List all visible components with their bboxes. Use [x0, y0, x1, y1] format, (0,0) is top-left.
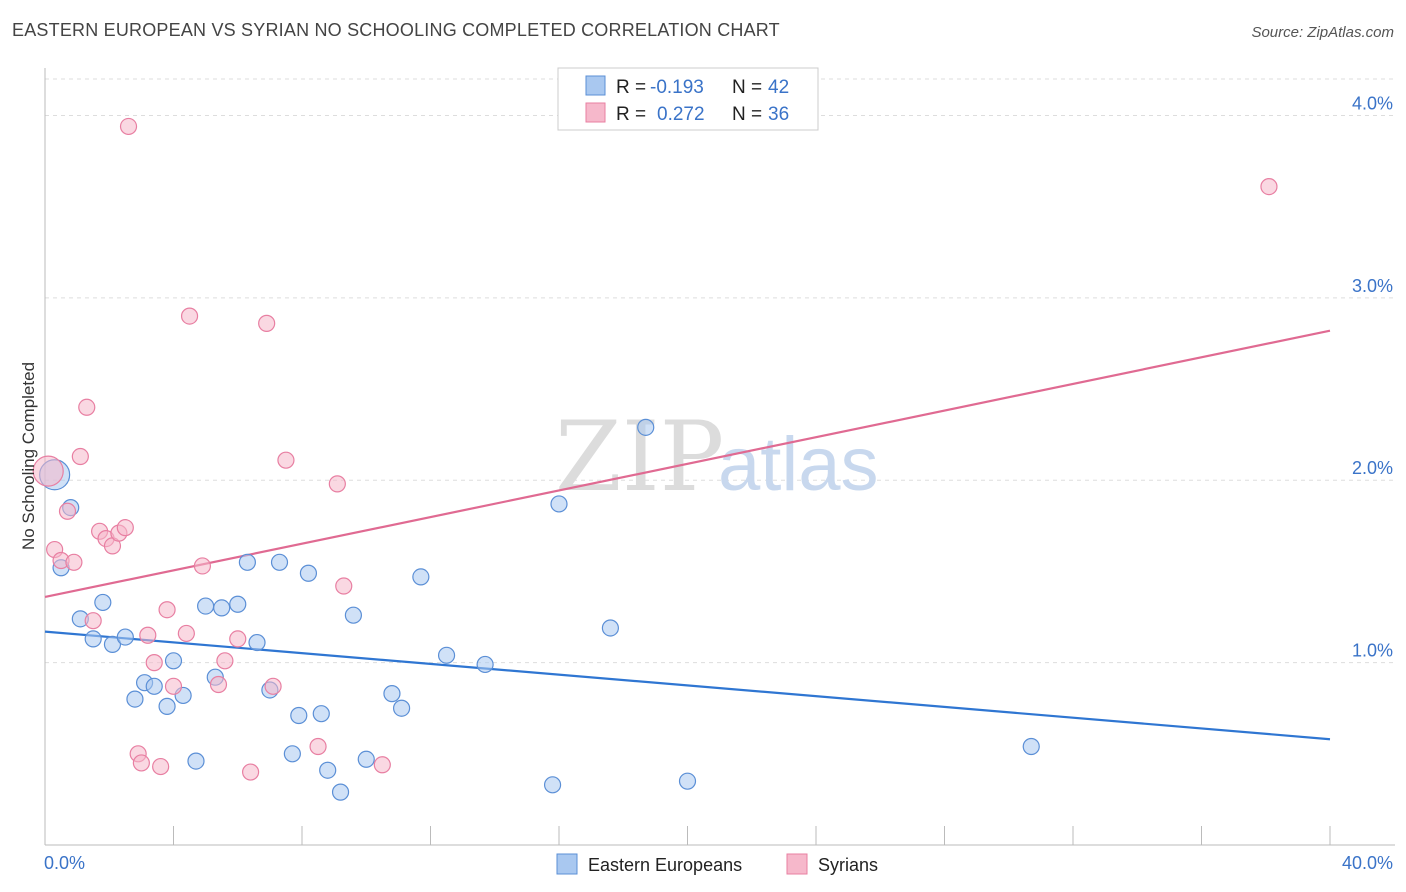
legend-r-value-pink: 0.272	[657, 104, 705, 125]
data-point-eastern-europeans	[319, 761, 337, 779]
data-point-syrians	[78, 398, 96, 416]
data-point-eastern-europeans	[543, 776, 562, 794]
data-point-eastern-europeans	[550, 495, 568, 513]
series-legend-swatch-blue	[556, 853, 578, 875]
y-tick-label: 1.0%	[1352, 641, 1393, 661]
data-point-eastern-europeans	[158, 697, 176, 715]
stats-legend: R = -0.193 N = 42 R = 0.272 N = 36	[557, 67, 819, 131]
data-point-syrians	[373, 756, 391, 774]
data-point-syrians	[116, 519, 134, 537]
data-point-eastern-europeans	[331, 783, 350, 801]
axes	[44, 68, 1395, 846]
data-point-syrians	[132, 754, 150, 772]
trend-line-syrians	[44, 329, 1331, 599]
trend-lines	[44, 329, 1331, 741]
series-legend-swatch-pink	[786, 853, 808, 875]
data-point-eastern-europeans	[270, 553, 289, 571]
tick-labels: 1.0% 2.0% 3.0% 4.0% 0.0% 40.0%	[44, 93, 1393, 873]
data-point-eastern-europeans	[229, 595, 247, 613]
legend-n-label-pink: N =	[732, 104, 762, 125]
data-point-syrians	[335, 577, 353, 595]
data-point-syrians	[32, 455, 64, 487]
data-point-eastern-europeans	[344, 606, 362, 624]
data-point-eastern-europeans	[126, 690, 144, 708]
y-tick-label: 3.0%	[1352, 276, 1393, 296]
data-point-eastern-europeans	[187, 752, 205, 770]
data-point-syrians	[71, 447, 89, 466]
data-point-eastern-europeans	[637, 418, 655, 436]
data-point-eastern-europeans	[601, 619, 620, 637]
legend-n-value-pink: 36	[768, 104, 789, 125]
data-point-syrians	[1260, 178, 1278, 196]
data-point-eastern-europeans	[164, 652, 183, 670]
data-point-eastern-europeans	[383, 685, 401, 703]
data-points	[32, 117, 1278, 801]
watermark-atlas: atlas	[718, 422, 879, 507]
data-point-syrians	[152, 757, 170, 776]
data-point-syrians	[164, 677, 183, 695]
y-tick-label: 4.0%	[1352, 93, 1393, 113]
gridlines	[45, 78, 1395, 664]
data-point-syrians	[258, 314, 276, 332]
data-point-eastern-europeans	[103, 635, 122, 653]
data-point-syrians	[193, 557, 212, 575]
chart-title: EASTERN EUROPEAN VS SYRIAN NO SCHOOLING …	[12, 20, 780, 40]
data-point-syrians	[139, 626, 157, 644]
series-legend: Eastern Europeans Syrians	[556, 853, 878, 875]
data-point-eastern-europeans	[357, 750, 375, 768]
series-legend-syrians: Syrians	[818, 855, 878, 875]
y-tick-label: 2.0%	[1352, 458, 1393, 478]
data-point-eastern-europeans	[412, 568, 430, 586]
legend-n-label-blue: N =	[732, 77, 762, 98]
y-axis-title: No Schooling Completed	[19, 362, 38, 550]
legend-swatch-pink	[585, 102, 606, 123]
data-point-eastern-europeans	[197, 597, 215, 615]
data-point-eastern-europeans	[437, 646, 456, 664]
legend-swatch-blue	[585, 75, 606, 96]
watermark: ZIP atlas	[555, 401, 879, 513]
legend-r-label-blue: R =	[616, 77, 646, 98]
data-point-syrians	[65, 553, 83, 571]
data-point-eastern-europeans	[290, 706, 308, 725]
data-point-syrians	[180, 307, 199, 325]
data-point-syrians	[328, 475, 346, 493]
data-point-syrians	[309, 737, 327, 756]
legend-r-value-blue: -0.193	[650, 77, 704, 98]
data-point-syrians	[158, 601, 176, 619]
data-point-eastern-europeans	[84, 630, 102, 648]
x-tick-label-min: 0.0%	[44, 853, 85, 873]
trend-line-eastern-europeans	[44, 630, 1331, 741]
data-point-eastern-europeans	[116, 628, 134, 646]
x-tick-label-max: 40.0%	[1342, 853, 1393, 873]
data-point-eastern-europeans	[392, 699, 411, 717]
data-point-syrians	[242, 763, 260, 781]
data-point-eastern-europeans	[476, 655, 494, 674]
source-label: Source: ZipAtlas.com	[1251, 24, 1394, 41]
data-point-syrians	[84, 612, 102, 630]
data-point-eastern-europeans	[283, 745, 301, 763]
data-point-syrians	[209, 675, 228, 694]
data-point-syrians	[229, 630, 247, 648]
data-point-eastern-europeans	[678, 772, 697, 790]
data-point-syrians	[177, 624, 195, 643]
data-point-eastern-europeans	[299, 564, 318, 582]
legend-r-label-pink: R =	[616, 104, 646, 125]
data-point-syrians	[277, 451, 295, 469]
data-point-eastern-europeans	[145, 677, 163, 695]
data-point-eastern-europeans	[238, 553, 256, 571]
data-point-syrians	[119, 117, 138, 136]
watermark-zip: ZIP	[555, 401, 724, 513]
data-point-eastern-europeans	[1022, 737, 1040, 756]
data-point-syrians	[145, 654, 163, 672]
data-point-eastern-europeans	[248, 633, 266, 652]
data-point-eastern-europeans	[94, 593, 112, 612]
series-legend-eastern-europeans: Eastern Europeans	[588, 855, 742, 875]
data-point-syrians	[58, 502, 77, 520]
data-point-syrians	[216, 652, 234, 670]
data-point-syrians	[264, 677, 282, 695]
data-point-eastern-europeans	[213, 599, 231, 617]
data-point-eastern-europeans	[312, 705, 330, 723]
legend-n-value-blue: 42	[768, 77, 789, 98]
